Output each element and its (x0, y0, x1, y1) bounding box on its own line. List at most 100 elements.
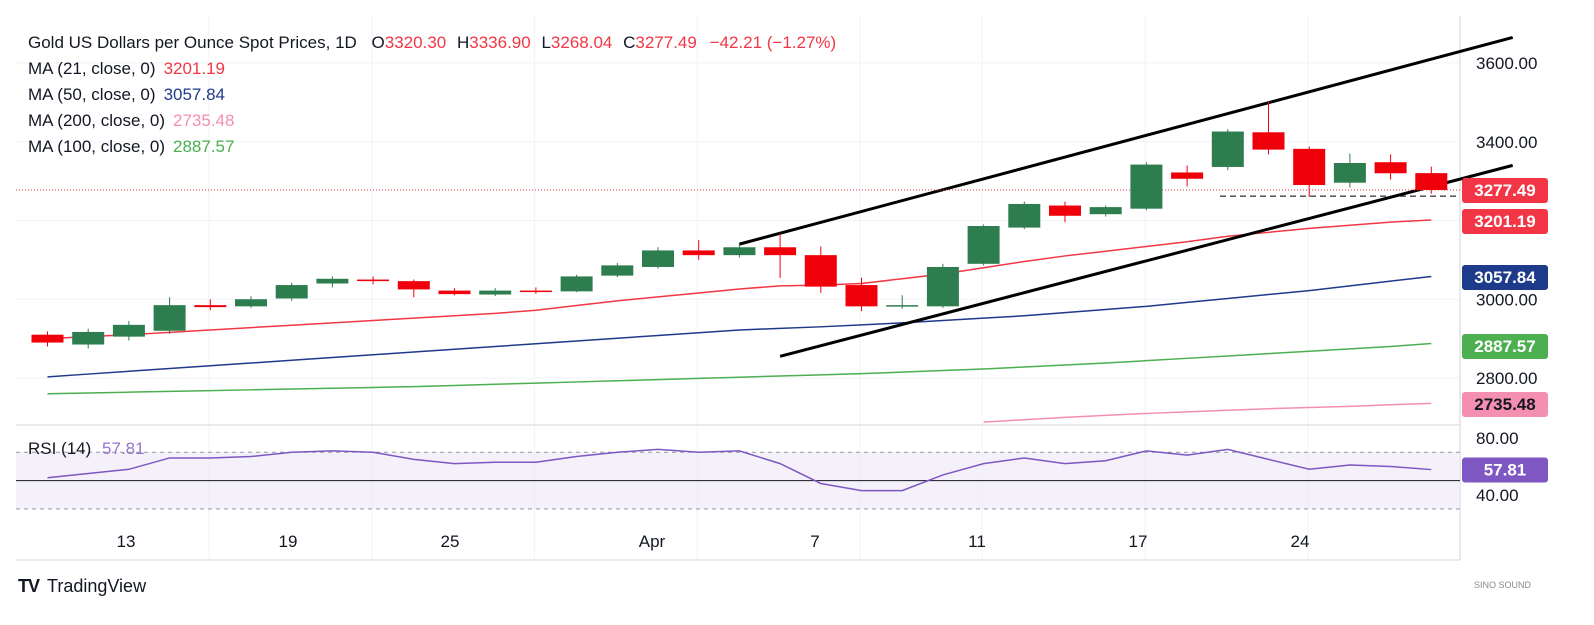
candle-12 (519, 287, 552, 294)
x-tick-label: 17 (1129, 532, 1148, 551)
candle-25 (1049, 201, 1081, 223)
ma200-value: 2735.48 (173, 111, 235, 130)
candle-body (1089, 207, 1122, 215)
x-tick-label: 7 (810, 532, 819, 551)
candle-body (357, 279, 390, 282)
ma21-legend: MA (21, close, 0) 3201.19 (28, 56, 836, 82)
ma21-value: 3201.19 (163, 59, 226, 78)
ma50-legend: MA (50, close, 0) 3057.84 (28, 82, 836, 108)
candle-body (1008, 203, 1041, 228)
candle-7 (316, 276, 349, 288)
candle-34 (1415, 166, 1448, 194)
candle-body (235, 299, 267, 307)
candle-body (153, 305, 186, 331)
candle-11 (479, 288, 512, 297)
rsi-pane (16, 448, 1460, 510)
ma21-label: MA (21, close, 0) (28, 59, 156, 78)
price-tag-2: 3057.84 (1462, 265, 1548, 290)
price-change: −42.21 (−1.27%) (709, 33, 837, 52)
candle-5 (235, 296, 267, 308)
channel-lower-line (779, 163, 1514, 358)
candle-body (112, 324, 145, 337)
channel-upper-line (739, 35, 1514, 246)
rsi-legend: RSI (14) 57.81 (28, 439, 145, 459)
x-tick-label: 11 (968, 532, 986, 551)
moving-average-lines (47, 219, 1432, 423)
candle-29 (1211, 129, 1244, 171)
ma100-value: 2887.57 (173, 137, 235, 156)
ohlc-open: 3320.30 (384, 33, 447, 52)
price-tag-0: 3277.49 (1462, 178, 1548, 203)
rsi-y-tick-label: 40.00 (1476, 486, 1519, 505)
x-tick-label: 13 (117, 532, 136, 551)
candle-body (1171, 172, 1204, 179)
symbol-title: Gold US Dollars per Ounce Spot Prices, 1… (28, 33, 357, 52)
candle-13 (560, 274, 593, 293)
candle-30 (1252, 101, 1285, 155)
candle-body (397, 281, 430, 290)
ohlc-low-label: L (541, 33, 551, 52)
ohlc-close-label: C (623, 33, 636, 52)
candle-body (31, 334, 64, 343)
candle-26 (1089, 205, 1122, 217)
ohlc-open-label: O (371, 33, 385, 52)
ohlc-high-label: H (456, 33, 470, 52)
candle-20 (845, 277, 878, 312)
rsi-tag-label: 57.81 (1484, 461, 1527, 480)
price-tag-label: 3201.19 (1474, 212, 1535, 231)
candle-body (1130, 164, 1163, 209)
candle-3 (153, 297, 186, 334)
x-tick-label: 25 (441, 532, 460, 551)
candle-32 (1333, 153, 1366, 188)
rsi-y-tick-label: 80.00 (1476, 429, 1519, 448)
price-tag-label: 3277.49 (1474, 181, 1535, 200)
y-tick-label: 3400.00 (1476, 133, 1537, 152)
x-tick-label: Apr (639, 532, 666, 551)
tradingview-logo-icon: TV (18, 576, 40, 596)
candle-body (764, 247, 797, 256)
candle-body (560, 276, 593, 292)
candle-10 (438, 288, 471, 296)
price-tag-label: 3057.84 (1474, 268, 1536, 287)
ma50-value: 3057.84 (163, 85, 226, 104)
candle-body (1049, 205, 1081, 216)
ma200-legend: MA (200, close, 0) 2735.48 (28, 108, 836, 134)
trend-channel (16, 35, 1514, 358)
candle-body (845, 285, 878, 307)
candle-14 (601, 263, 634, 278)
watermark-logo: SINO SOUND (1474, 580, 1566, 606)
ma200-label: MA (200, close, 0) (28, 111, 166, 130)
x-tick-label: 24 (1291, 532, 1310, 551)
tradingview-brand: TradingView (47, 576, 147, 596)
ohlc-high: 3336.90 (469, 33, 531, 52)
ma100-line (47, 342, 1432, 395)
candle-body (1415, 173, 1448, 190)
ma21-line (47, 219, 1432, 340)
y-tick-label: 3600.00 (1476, 54, 1537, 73)
candle-body (316, 278, 349, 284)
candle-body (1293, 148, 1326, 186)
price-tags: 3277.49 3201.19 3057.84 2887.57 2735.48 57.81 (1462, 178, 1548, 483)
candle-0 (31, 331, 64, 347)
candle-body (438, 290, 471, 295)
candle-body (1252, 132, 1285, 150)
price-tag-4: 2735.48 (1462, 392, 1548, 417)
rsi-value: 57.81 (102, 439, 145, 458)
price-tag-box (1462, 178, 1548, 203)
footer: TV TradingView (18, 576, 146, 597)
rsi-tag: 57.81 (1462, 457, 1548, 483)
rsi-line (47, 448, 1432, 492)
price-tag-box (1462, 265, 1548, 290)
price-tag-box (1462, 392, 1548, 417)
candle-body (926, 266, 959, 307)
candle-23 (967, 224, 1000, 266)
ma100-legend: MA (100, close, 0) 2887.57 (28, 134, 836, 160)
legend: Gold US Dollars per Ounce Spot Prices, 1… (28, 30, 836, 160)
candle-body (1211, 131, 1244, 167)
ma50-line (47, 275, 1432, 378)
candle-19 (804, 246, 837, 293)
x-axis: 13 19 25 Apr 7 11 17 24 (117, 532, 1310, 551)
candle-21 (886, 295, 919, 309)
candle-body (1333, 163, 1366, 183)
candle-28 (1171, 165, 1204, 187)
